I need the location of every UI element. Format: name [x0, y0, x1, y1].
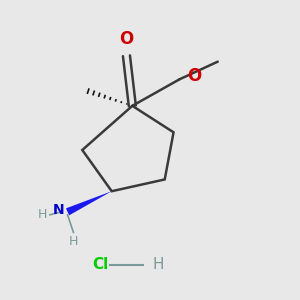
- Text: Cl: Cl: [92, 257, 108, 272]
- Text: H: H: [153, 257, 164, 272]
- Text: O: O: [119, 30, 134, 48]
- Text: H: H: [69, 236, 78, 248]
- Text: H: H: [38, 208, 47, 221]
- Text: O: O: [187, 68, 201, 85]
- Text: N: N: [53, 203, 64, 218]
- Polygon shape: [66, 191, 112, 215]
